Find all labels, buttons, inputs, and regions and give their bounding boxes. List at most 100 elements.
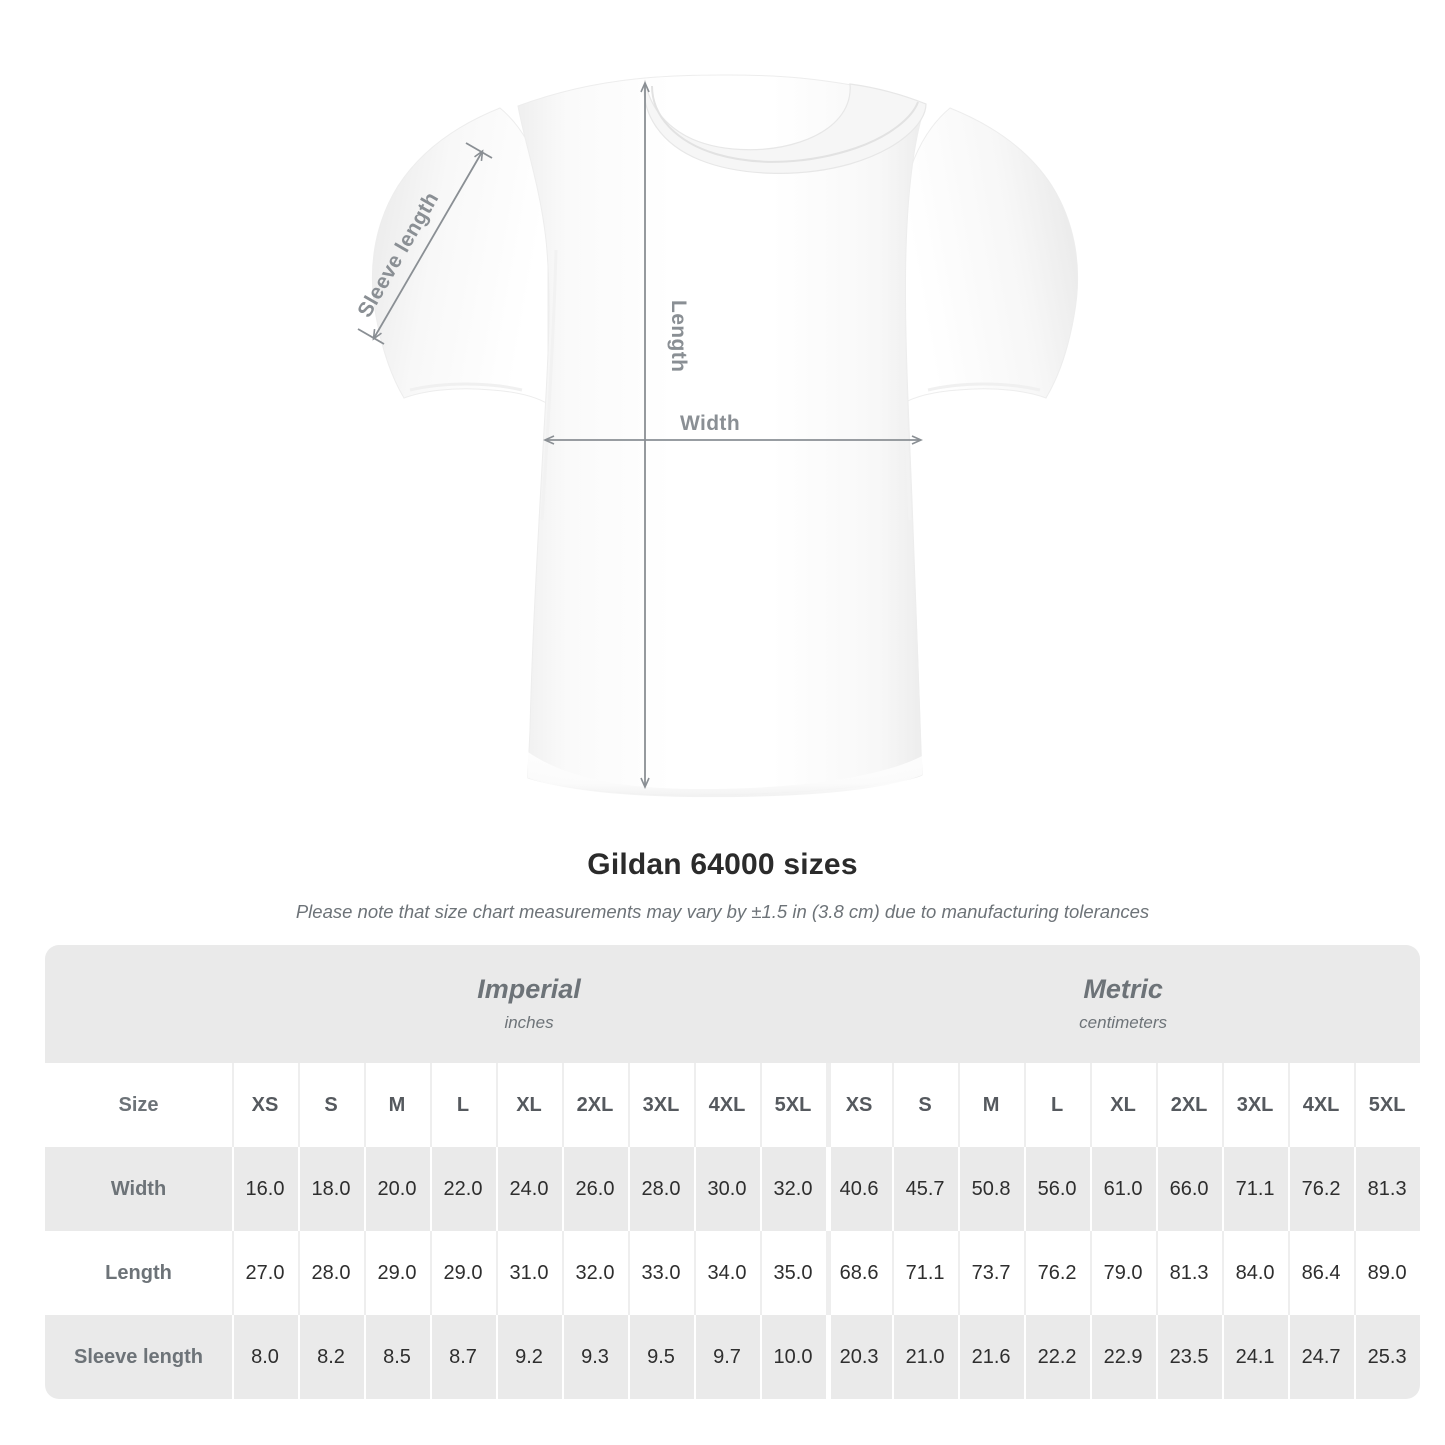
row-label-length: Length xyxy=(105,1261,172,1284)
table-cell: 28.0 xyxy=(628,1147,694,1231)
table-cell: 66.0 xyxy=(1156,1147,1223,1231)
table-cell: 81.3 xyxy=(1156,1231,1223,1315)
table-row: Length 27.0 28.0 29.0 29.0 31.0 32.0 33.… xyxy=(45,1231,1421,1315)
table-cell: 18.0 xyxy=(298,1147,364,1231)
table-cell: 79.0 xyxy=(1090,1231,1157,1315)
size-header-cell: 2XL xyxy=(562,1063,628,1147)
unit-cell-metric: Metric centimeters xyxy=(826,945,1421,1063)
table-cell: 71.1 xyxy=(1222,1147,1289,1231)
size-table: Imperial inches Metric centimeters Size … xyxy=(45,945,1421,1399)
table-cell: 32.0 xyxy=(562,1231,628,1315)
table-cell: 25.3 xyxy=(1354,1315,1421,1399)
table-cell: 86.4 xyxy=(1288,1231,1355,1315)
table-row: Sleeve length 8.0 8.2 8.5 8.7 9.2 9.3 9.… xyxy=(45,1315,1421,1399)
table-cell: 20.0 xyxy=(364,1147,430,1231)
fold-sleeve-right xyxy=(927,382,1041,392)
table-cell: 24.0 xyxy=(496,1147,562,1231)
table-cell: 56.0 xyxy=(1024,1147,1091,1231)
unit-subtitle-imperial: inches xyxy=(504,1013,554,1032)
shirt-hem xyxy=(528,752,922,798)
table-cell: 9.3 xyxy=(562,1315,628,1399)
shirt-right-sleeve xyxy=(901,107,1079,405)
size-header-cell: 4XL xyxy=(694,1063,760,1147)
size-header-cell: L xyxy=(1024,1063,1091,1147)
shirt-collar xyxy=(643,79,927,174)
row-label-sleeve-length: Sleeve length xyxy=(74,1345,203,1368)
size-header-cell: XL xyxy=(496,1063,562,1147)
size-header-cell: S xyxy=(298,1063,364,1147)
sleeve-tick-top xyxy=(465,142,493,159)
tshirt-diagram: Length Width Sleeve length xyxy=(353,74,1079,798)
table-cell: 28.0 xyxy=(298,1231,364,1315)
size-header-cell: M xyxy=(958,1063,1025,1147)
size-header-cell: XS xyxy=(826,1063,893,1147)
table-cell: 24.7 xyxy=(1288,1315,1355,1399)
size-header-row: Size XS S M L XL 2XL 3XL 4XL 5XL XS S M … xyxy=(45,1063,1421,1147)
width-label: Width xyxy=(680,412,740,435)
table-cell: 8.7 xyxy=(430,1315,496,1399)
size-header-cell: 3XL xyxy=(1222,1063,1289,1147)
table-cell: 8.2 xyxy=(298,1315,364,1399)
table-cell: 21.6 xyxy=(958,1315,1025,1399)
table-cell: 31.0 xyxy=(496,1231,562,1315)
table-cell: 34.0 xyxy=(694,1231,760,1315)
table-cell: 45.7 xyxy=(892,1147,959,1231)
table-cell: 71.1 xyxy=(892,1231,959,1315)
table-cell: 76.2 xyxy=(1024,1231,1091,1315)
table-cell: 35.0 xyxy=(760,1231,827,1315)
table-cell: 10.0 xyxy=(760,1315,827,1399)
size-header-cell: 2XL xyxy=(1156,1063,1223,1147)
size-header-cell: M xyxy=(364,1063,430,1147)
table-cell: 9.7 xyxy=(694,1315,760,1399)
table-cell: 20.3 xyxy=(826,1315,893,1399)
row-header-sleeve-length: Sleeve length xyxy=(45,1315,232,1399)
table-cell: 9.5 xyxy=(628,1315,694,1399)
size-header-cell: 5XL xyxy=(760,1063,827,1147)
unit-title-imperial: Imperial xyxy=(477,974,581,1004)
size-header-cell: S xyxy=(892,1063,959,1147)
fold-left xyxy=(540,249,558,521)
table-cell: 76.2 xyxy=(1288,1147,1355,1231)
table-cell: 29.0 xyxy=(430,1231,496,1315)
unit-corner-cell xyxy=(45,945,232,1063)
table-cell: 68.6 xyxy=(826,1231,893,1315)
table-cell: 61.0 xyxy=(1090,1147,1157,1231)
table-cell: 22.0 xyxy=(430,1147,496,1231)
table-cell: 16.0 xyxy=(232,1147,298,1231)
row-label-width: Width xyxy=(110,1177,167,1200)
row-header-size: Size xyxy=(45,1063,232,1147)
size-header-cell: 4XL xyxy=(1288,1063,1355,1147)
row-label-size: Size xyxy=(118,1093,159,1116)
table-cell: 22.9 xyxy=(1090,1315,1157,1399)
heading-block: Gildan 64000 sizes Please note that size… xyxy=(0,845,1445,925)
unit-subtitle-metric: centimeters xyxy=(1079,1013,1168,1032)
table-cell: 50.8 xyxy=(958,1147,1025,1231)
size-table-wrapper: Imperial inches Metric centimeters Size … xyxy=(45,945,1421,1399)
fold-sleeve-left xyxy=(409,382,523,392)
table-row: Width 16.0 18.0 20.0 22.0 24.0 26.0 28.0… xyxy=(45,1147,1421,1231)
size-header-cell: 3XL xyxy=(628,1063,694,1147)
table-cell: 22.2 xyxy=(1024,1315,1091,1399)
table-cell: 84.0 xyxy=(1222,1231,1289,1315)
table-cell: 40.6 xyxy=(826,1147,893,1231)
unit-header-row: Imperial inches Metric centimeters xyxy=(45,945,1421,1063)
table-cell: 21.0 xyxy=(892,1315,959,1399)
size-header-cell: L xyxy=(430,1063,496,1147)
sleeve-tick-bottom xyxy=(357,328,385,345)
size-header-cell: XL xyxy=(1090,1063,1157,1147)
size-header-cell: 5XL xyxy=(1354,1063,1421,1147)
unit-cell-imperial: Imperial inches xyxy=(232,945,827,1063)
sleeve-measure-line xyxy=(372,149,484,341)
tolerance-note: Please note that size chart measurements… xyxy=(295,901,1150,922)
unit-title-metric: Metric xyxy=(1083,974,1163,1004)
shirt-collar-inner xyxy=(651,85,919,163)
row-header-length: Length xyxy=(45,1231,232,1315)
table-cell: 23.5 xyxy=(1156,1315,1223,1399)
fold-right xyxy=(898,249,912,521)
table-cell: 32.0 xyxy=(760,1147,827,1231)
size-header-cell: XS xyxy=(232,1063,298,1147)
table-cell: 89.0 xyxy=(1354,1231,1421,1315)
page-title: Gildan 64000 sizes xyxy=(587,848,858,881)
table-cell: 29.0 xyxy=(364,1231,430,1315)
row-header-width: Width xyxy=(45,1147,232,1231)
